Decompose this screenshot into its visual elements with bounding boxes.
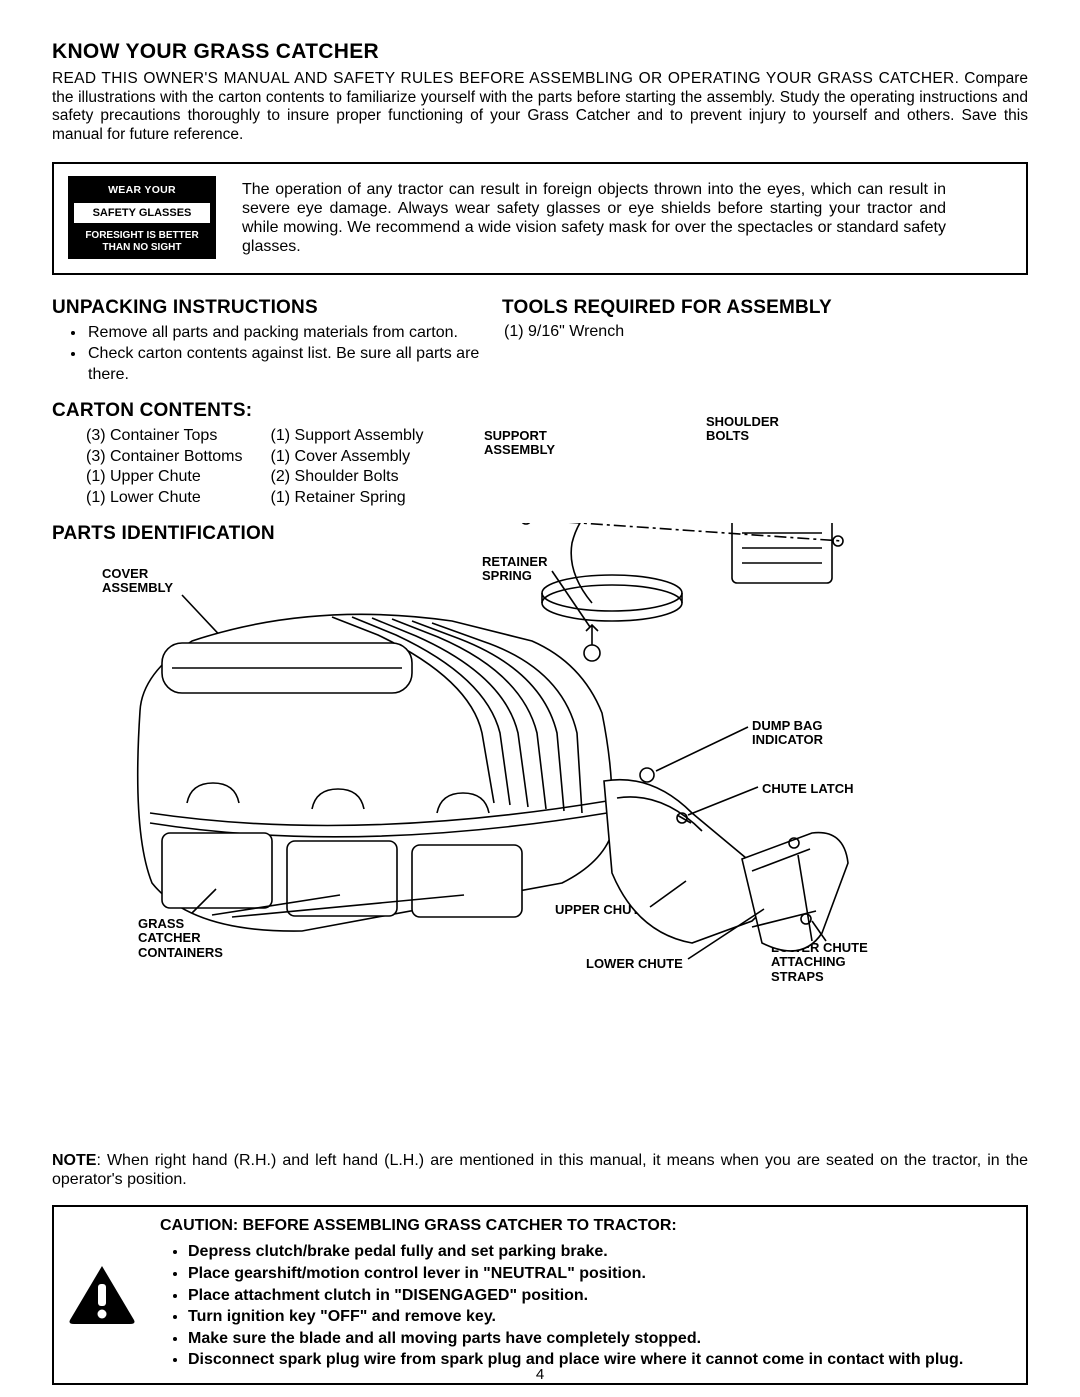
caution-list: Depress clutch/brake pedal fully and set… <box>160 1241 1002 1371</box>
list-item: Remove all parts and packing materials f… <box>86 323 484 344</box>
list-item: (2) Shoulder Bolts <box>271 467 424 488</box>
carton-col1: (3) Container Tops (3) Container Bottoms… <box>86 426 243 509</box>
page-title: KNOW YOUR GRASS CATCHER <box>52 40 1028 64</box>
intro-paragraph: READ THIS OWNER'S MANUAL AND SAFETY RULE… <box>52 70 1028 144</box>
page-number: 4 <box>0 1366 1080 1383</box>
left-column: UNPACKING INSTRUCTIONS Remove all parts … <box>52 297 484 549</box>
carton-col2: (1) Support Assembly (1) Cover Assembly … <box>271 426 424 509</box>
list-item: (1) Support Assembly <box>271 426 424 447</box>
carton-contents: (3) Container Tops (3) Container Bottoms… <box>52 426 484 509</box>
warning-icon <box>66 1262 138 1326</box>
diagram-svg <box>52 523 1028 1143</box>
safety-patch: WEAR YOUR SAFETY GLASSES FORESIGHT IS BE… <box>68 176 216 259</box>
list-item: (3) Container Tops <box>86 426 243 447</box>
note-text: : When right hand (R.H.) and left hand (… <box>52 1152 1028 1188</box>
list-item: Place gearshift/motion control lever in … <box>188 1263 1002 1285</box>
carton-title: CARTON CONTENTS: <box>52 400 484 422</box>
list-item: Turn ignition key "OFF" and remove key. <box>188 1306 1002 1328</box>
list-item: (1) Upper Chute <box>86 467 243 488</box>
tools-text: (1) 9/16" Wrench <box>502 323 1028 341</box>
label-support-assembly: SUPPORTASSEMBLY <box>484 429 555 458</box>
intro-line1: READ THIS OWNER'S MANUAL AND SAFETY RULE… <box>52 70 959 87</box>
instructions-columns: UNPACKING INSTRUCTIONS Remove all parts … <box>52 297 1028 549</box>
caution-title: CAUTION: BEFORE ASSEMBLING GRASS CATCHER… <box>160 1217 1002 1235</box>
wear-your-label: WEAR YOUR <box>74 182 210 200</box>
caution-box: CAUTION: BEFORE ASSEMBLING GRASS CATCHER… <box>52 1205 1028 1385</box>
list-item: (1) Retainer Spring <box>271 488 424 509</box>
safety-glasses-box: WEAR YOUR SAFETY GLASSES FORESIGHT IS BE… <box>52 162 1028 275</box>
safety-text: The operation of any tractor can result … <box>242 180 1006 257</box>
safety-glasses-label: SAFETY GLASSES <box>74 203 210 223</box>
unpacking-title: UNPACKING INSTRUCTIONS <box>52 297 484 319</box>
list-item: Check carton contents against list. Be s… <box>86 344 484 386</box>
list-item: Place attachment clutch in "DISENGAGED" … <box>188 1285 1002 1307</box>
label-shoulder-bolts: SHOULDERBOLTS <box>706 415 779 444</box>
caution-content: CAUTION: BEFORE ASSEMBLING GRASS CATCHER… <box>160 1217 1002 1371</box>
parts-diagram: COVERASSEMBLY SUPPORTASSEMBLY SHOULDERBO… <box>52 523 1028 1143</box>
list-item: Depress clutch/brake pedal fully and set… <box>188 1241 1002 1263</box>
list-item: (3) Container Bottoms <box>86 447 243 468</box>
list-item: Make sure the blade and all moving parts… <box>188 1328 1002 1350</box>
note-prefix: NOTE <box>52 1152 96 1169</box>
tools-title: TOOLS REQUIRED FOR ASSEMBLY <box>502 297 1028 319</box>
list-item: (1) Cover Assembly <box>271 447 424 468</box>
list-item: (1) Lower Chute <box>86 488 243 509</box>
foresight-label: FORESIGHT IS BETTER THAN NO SIGHT <box>74 228 210 253</box>
note-paragraph: NOTE: When right hand (R.H.) and left ha… <box>52 1151 1028 1189</box>
unpacking-list: Remove all parts and packing materials f… <box>52 323 484 385</box>
